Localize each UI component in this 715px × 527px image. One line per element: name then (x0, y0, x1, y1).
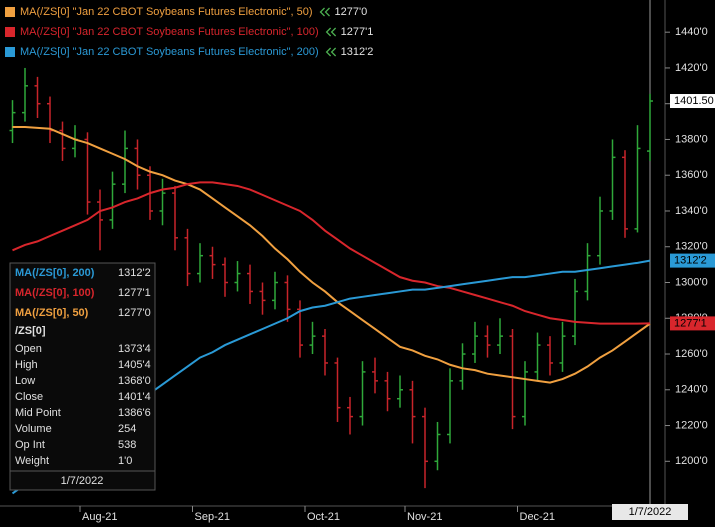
readout-value: 1401'4 (118, 391, 151, 403)
price-marker (670, 253, 715, 268)
legend-swatch (5, 27, 15, 37)
readout-value: 1405'4 (118, 359, 151, 371)
x-tick-label: Sep-21 (195, 511, 230, 523)
x-tick-label: Oct-21 (307, 511, 340, 523)
readout-label: Open (15, 343, 42, 355)
price-marker-label: 1277'1 (674, 317, 707, 329)
x-tick-label: Dec-21 (520, 511, 555, 523)
x-tick-label: Aug-21 (82, 511, 117, 523)
crosshair-date: 1/7/2022 (629, 506, 672, 518)
legend-value: 1277'1 (341, 26, 374, 38)
legend-label: MA(/ZS[0] "Jan 22 CBOT Soybeans Futures … (20, 26, 319, 38)
y-tick-label: 1300'0 (675, 276, 708, 288)
readout-value: 538 (118, 439, 136, 451)
readout-label: Low (15, 375, 35, 387)
legend-label: MA(/ZS[0] "Jan 22 CBOT Soybeans Futures … (20, 46, 319, 58)
ma-line (12, 125, 651, 384)
y-tick-label: 1360'0 (675, 169, 708, 181)
legend-value: 1312'2 (341, 46, 374, 58)
plot-area: 1200'01220'01240'01260'01280'01300'01320… (9, 0, 708, 523)
y-tick-label: 1380'0 (675, 133, 708, 145)
crosshair-date-box (612, 504, 688, 520)
legend-icon (319, 7, 330, 17)
readout-label: Op Int (15, 439, 45, 451)
readout-ma-name: MA(/ZS[0], 100) (15, 287, 95, 299)
readout-box (9, 262, 156, 491)
readout-label: Close (15, 391, 43, 403)
price-marker-label: 1401.50 (674, 95, 714, 107)
legend-icon (325, 27, 337, 37)
legend-value: 1277'0 (335, 6, 368, 18)
readout-label: High (15, 359, 38, 371)
readout-symbol: /ZS[0] (15, 325, 46, 337)
legend-swatch (5, 7, 15, 17)
legend-icon (325, 47, 337, 57)
y-tick-label: 1200'0 (675, 455, 708, 467)
x-tick-label: Nov-21 (407, 511, 442, 523)
readout-label: Weight (15, 455, 49, 467)
readout-value: 1368'0 (118, 375, 151, 387)
readout-value: 1386'6 (118, 407, 151, 419)
readout-ma-value: 1312'2 (118, 267, 151, 279)
price-marker-label: 1312'2 (674, 255, 707, 267)
readout-date: 1/7/2022 (61, 475, 104, 487)
legend-label: MA(/ZS[0] "Jan 22 CBOT Soybeans Futures … (20, 6, 313, 18)
readout-ma-value: 1277'1 (118, 287, 151, 299)
legend-swatch (5, 47, 15, 57)
y-tick-label: 1240'0 (675, 384, 708, 396)
price-marker (670, 316, 715, 331)
price-marker (670, 94, 715, 109)
readout-value: 254 (118, 423, 136, 435)
readout-label: Mid Point (15, 407, 61, 419)
y-tick-label: 1320'0 (675, 241, 708, 253)
y-tick-label: 1440'0 (675, 26, 708, 38)
readout-value: 1373'4 (118, 343, 151, 355)
readout-ma-name: MA(/ZS[0], 50) (15, 307, 89, 319)
y-tick-label: 1340'0 (675, 205, 708, 217)
ma-line (12, 181, 651, 325)
overlay: 1401.50 1312'2 1277'1 1/7/2022 MA(/ZS[0] "Ja… (5, 6, 715, 520)
readout-label: Volume (15, 423, 52, 435)
y-tick-label: 1260'0 (675, 348, 708, 360)
y-tick-label: 1420'0 (675, 62, 708, 74)
readout-ma-name: MA(/ZS[0], 200) (15, 267, 95, 279)
y-tick-label: 1220'0 (675, 419, 708, 431)
readout-value: 1'0 (118, 455, 132, 467)
readout-ma-value: 1277'0 (118, 307, 151, 319)
